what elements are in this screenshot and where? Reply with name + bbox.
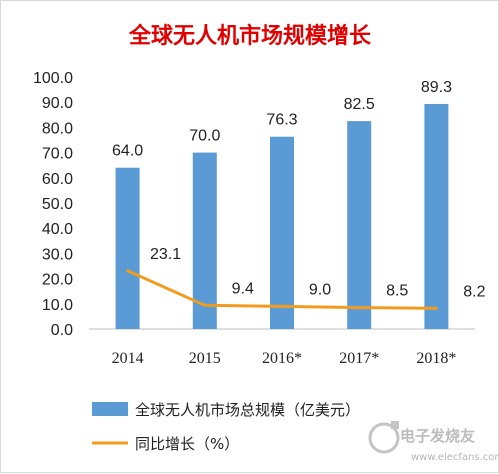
bar-data-label: 82.5: [344, 96, 375, 113]
watermark: 电子发烧友 www.elecfans.com: [368, 421, 499, 463]
line-point: [434, 306, 438, 310]
bar: [192, 152, 217, 329]
y-tick-label: 60.0: [42, 171, 73, 188]
x-tick-label: 2017*: [339, 350, 379, 367]
bar: [424, 103, 449, 330]
x-tick-label: 2018*: [416, 350, 456, 367]
bar-data-label: 76.3: [266, 112, 297, 129]
bar: [270, 136, 294, 329]
legend-bar-swatch: [92, 402, 128, 416]
line-point: [126, 269, 130, 273]
watermark-logo-icon: [368, 421, 400, 454]
chart-title: 全球无人机市场规模增长: [128, 23, 372, 49]
line-point: [280, 304, 284, 308]
line-series: 23.1 9.4 9.0 8.5 8.2: [126, 246, 486, 310]
line-point: [203, 303, 207, 307]
x-tick-label: 2015: [189, 350, 221, 367]
y-tick-label: 10.0: [42, 297, 73, 314]
y-tick-label: 100.0: [33, 70, 73, 87]
legend-line-label: 同比增长（%）: [135, 435, 239, 453]
legend-bar-label: 全球无人机市场总规模（亿美元）: [135, 401, 360, 419]
y-tick-label: 70.0: [42, 146, 73, 163]
line-point: [357, 306, 361, 310]
y-tick-label: 30.0: [42, 246, 73, 263]
line-data-label: 9.0: [309, 281, 331, 298]
watermark-url: www.elecfans.com: [411, 452, 499, 463]
line-data-label: 9.4: [232, 280, 254, 297]
bar-series: 64.0 70.0 76.3 82.5 89.3: [112, 79, 452, 330]
watermark-brand: 电子发烧友: [400, 427, 475, 445]
bar-data-label: 64.0: [112, 143, 143, 160]
y-tick-label: 80.0: [42, 120, 73, 137]
legend: 全球无人机市场总规模（亿美元） 同比增长（%）: [92, 401, 360, 453]
y-tick-label: 0.0: [51, 322, 73, 339]
bar: [115, 167, 140, 329]
bar-data-label: 70.0: [189, 128, 220, 145]
x-tick-label: 2016*: [262, 350, 302, 367]
line-data-label: 23.1: [150, 246, 181, 263]
bar: [347, 121, 372, 329]
line-data-label: 8.5: [386, 283, 408, 300]
axes: 0.0 10.0 20.0 30.0 40.0 50.0 60.0 70.0 80.0 90.0 1…: [33, 70, 475, 367]
x-tick-label: 2014: [112, 350, 144, 367]
y-tick-label: 50.0: [42, 196, 73, 213]
y-tick-label: 90.0: [42, 95, 73, 112]
bar-data-label: 89.3: [421, 79, 452, 96]
y-tick-label: 20.0: [42, 272, 73, 289]
line-data-label: 8.2: [463, 283, 485, 300]
y-tick-label: 40.0: [42, 221, 73, 238]
